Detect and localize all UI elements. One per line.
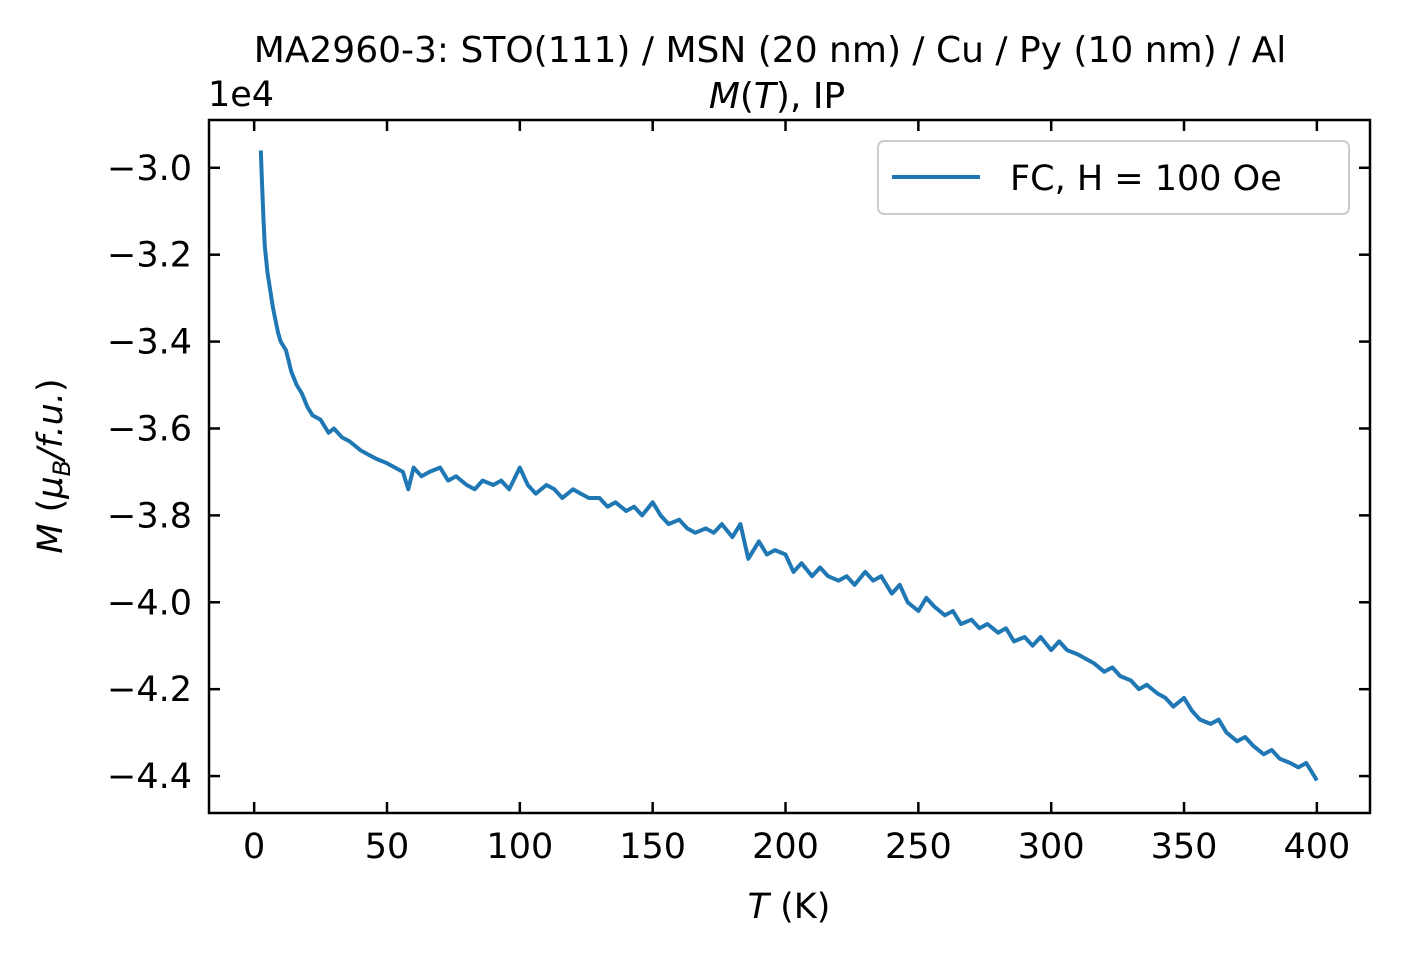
legend-label: FC, H = 100 Oe	[1010, 159, 1282, 199]
ticks-group: 0 50 100 150 200 250 300 350 400 −3.0 −3.2 −3.4 −3.6…	[107, 120, 1370, 867]
y-axis-label: M (μB/f.u.)	[31, 378, 76, 553]
title-var-t: T	[754, 76, 779, 117]
y-axis-unit-rest: /f.u.	[31, 392, 71, 463]
x-axis-var: T	[748, 887, 772, 927]
x-tick-label: 100	[486, 827, 553, 867]
legend: FC, H = 100 Oe	[877, 140, 1350, 215]
x-tick-label: 400	[1283, 827, 1350, 867]
y-offset-label: 1e4	[208, 75, 274, 115]
y-tick-label: −3.4	[107, 323, 192, 363]
y-tick-label: −3.8	[107, 496, 192, 536]
plot-frame	[207, 118, 1372, 815]
y-axis-mu: μ	[31, 476, 71, 499]
x-tick-label: 300	[1018, 827, 1085, 867]
x-tick-label: 150	[619, 827, 686, 867]
x-tick-label: 0	[243, 827, 265, 867]
chart-title-line1: MA2960-3: STO(111) / MSN (20 nm) / Cu / …	[254, 30, 1287, 71]
title-rest: ), IP	[776, 76, 845, 117]
title-var-m: M	[709, 76, 740, 117]
title-paren-open: (	[740, 76, 754, 117]
y-axis-paren-close: )	[31, 378, 71, 392]
series-line-0	[258, 150, 1319, 782]
x-tick-label: 250	[885, 827, 952, 867]
y-tick-label: −3.0	[107, 149, 192, 189]
legend-box	[877, 140, 1350, 215]
x-tick-label: 350	[1151, 827, 1218, 867]
y-axis-paren-open: (	[31, 499, 71, 524]
y-tick-label: −4.0	[107, 583, 192, 623]
y-axis-sub: B	[48, 460, 76, 476]
x-tick-label: 50	[365, 827, 410, 867]
y-tick-label: −4.2	[107, 670, 192, 710]
x-axis-unit: (K)	[769, 887, 830, 927]
series-group	[258, 150, 1319, 782]
chart-title-line2: M(T), IP	[709, 76, 845, 117]
y-tick-label: −3.6	[107, 409, 192, 449]
y-tick-label: −3.2	[107, 236, 192, 276]
x-axis-label: T (K)	[748, 887, 831, 927]
x-tick-label: 200	[752, 827, 819, 867]
y-tick-label: −4.4	[107, 757, 192, 797]
y-axis-var: M	[31, 523, 71, 553]
